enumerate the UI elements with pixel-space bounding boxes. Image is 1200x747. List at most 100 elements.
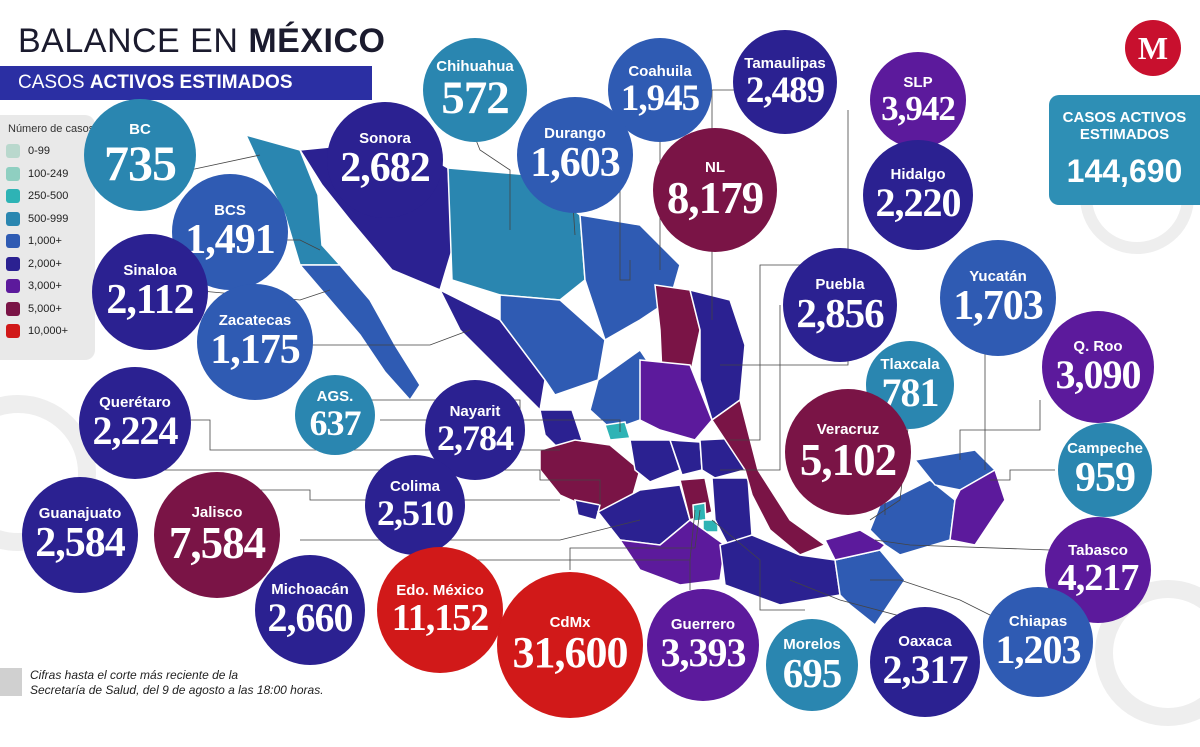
map-puebla (711, 477, 753, 546)
state-name: Guanajuato (38, 505, 122, 522)
state-bubble: Guerrero 3,393 (647, 589, 759, 701)
footnote-line-2: Secretaría de Salud, del 9 de agosto a l… (30, 683, 324, 697)
footnote-line-1: Cifras hasta el corte más reciente de la (30, 668, 239, 682)
state-name: Durango (544, 125, 606, 142)
state-name: Puebla (815, 275, 865, 293)
state-bubble: Oaxaca 2,317 (870, 607, 980, 717)
state-value: 572 (441, 71, 509, 124)
legend-swatch (6, 301, 20, 316)
map-colima (574, 499, 601, 521)
state-bubble: Sinaloa 2,112 (92, 234, 208, 350)
state-value: 2,112 (106, 277, 194, 323)
state-value: 637 (309, 403, 362, 443)
legend-label: 3,000+ (28, 280, 62, 293)
state-name: Michoacán (271, 581, 349, 598)
map-morelos (702, 519, 719, 533)
legend-items: 0-99 100-249 250-500 500-999 1,000+ 2,000+ 3,0… (0, 140, 95, 343)
state-bubble: BC 735 (84, 99, 196, 211)
state-value: 7,584 (168, 517, 266, 568)
state-name: Morelos (783, 635, 841, 653)
map-ags (604, 421, 631, 441)
state-value: 959 (1075, 455, 1136, 501)
state-value: 2,510 (377, 493, 454, 533)
legend-swatch (6, 256, 20, 271)
state-bubble: Nayarit 2,784 (425, 380, 525, 480)
legend-item: 3,000+ (0, 275, 95, 298)
map-guanajuato (629, 439, 681, 483)
legend-title: Número de casos (8, 123, 95, 135)
state-name: NL (705, 158, 725, 176)
state-name: Zacatecas (218, 312, 292, 329)
state-bubble: Morelos 695 (766, 619, 858, 711)
legend-swatch (6, 234, 20, 249)
state-value: 1,703 (953, 283, 1043, 329)
page-subtitle: CASOS ACTIVOS ESTIMADOS (0, 66, 372, 100)
legend-item: 500-999 (0, 208, 95, 231)
state-name: Querétaro (99, 394, 171, 411)
legend-label: 5,000+ (28, 302, 62, 315)
state-bubble: Q. Roo 3,090 (1042, 311, 1154, 423)
legend-swatch (6, 324, 20, 339)
state-bubble: Guanajuato 2,584 (22, 477, 138, 593)
footnote-marker (0, 668, 22, 696)
footnote: Cifras hasta el corte más reciente de la… (30, 668, 324, 698)
legend-label: 2,000+ (28, 257, 62, 270)
state-bubble: Colima 2,510 (365, 455, 465, 555)
legend-item: 1,000+ (0, 230, 95, 253)
legend-item: 10,000+ (0, 320, 95, 343)
state-bubble: Edo. México 11,152 (377, 547, 503, 673)
legend-label: 500-999 (28, 212, 69, 225)
state-value: 2,489 (745, 69, 825, 111)
state-name: Jalisco (191, 503, 243, 521)
state-name: Chiapas (1008, 613, 1068, 630)
state-name: Veracruz (816, 420, 880, 438)
state-bubble: Tamaulipas 2,489 (733, 30, 837, 134)
state-value: 2,784 (437, 418, 514, 458)
state-value: 4,217 (1057, 557, 1139, 599)
state-value: 1,203 (995, 627, 1082, 672)
map-qroo (949, 468, 1006, 546)
page-title: BALANCE EN MÉXICO (18, 22, 385, 61)
state-value: 1,603 (530, 140, 620, 186)
page-subtitle-regular: CASOS (18, 72, 85, 93)
legend-swatch (6, 211, 20, 226)
state-bubble: Chiapas 1,203 (983, 587, 1093, 697)
legend-item: 250-500 (0, 185, 95, 208)
state-bubble: Sonora 2,682 (327, 102, 443, 218)
state-bubble: Durango 1,603 (517, 97, 633, 213)
map-durango (499, 294, 606, 396)
state-bubble: Querétaro 2,224 (79, 367, 191, 479)
state-value: 3,393 (660, 630, 747, 675)
state-name: Nayarit (449, 403, 501, 420)
state-name: Guerrero (670, 616, 736, 633)
page-subtitle-bold: ACTIVOS ESTIMADOS (89, 72, 293, 93)
state-name: BCS (214, 202, 246, 219)
legend-item: 5,000+ (0, 298, 95, 321)
state-value: 735 (104, 135, 177, 191)
legend-label: 10,000+ (28, 325, 69, 338)
state-bubble: CdMx 31,600 (497, 572, 643, 718)
legend-item: 2,000+ (0, 253, 95, 276)
state-value: 2,682 (340, 145, 430, 191)
state-name: Chihuahua (436, 57, 514, 75)
state-bubble: Campeche 959 (1058, 423, 1152, 517)
legend-swatch (6, 166, 20, 181)
state-bubble: SLP 3,942 (870, 52, 966, 148)
legend-label: 250-500 (28, 190, 69, 203)
total-box: CASOS ACTIVOS ESTIMADOS 144,690 (1049, 95, 1200, 205)
state-bubble: Veracruz 5,102 (785, 389, 911, 515)
state-bubble: Yucatán 1,703 (940, 240, 1056, 356)
legend-label: 0-99 (28, 145, 51, 158)
page-title-bold: MÉXICO (248, 22, 386, 60)
state-value: 695 (782, 649, 842, 696)
legend-swatch (6, 144, 20, 159)
state-name: Tabasco (1068, 542, 1128, 559)
state-bubble: Hidalgo 2,220 (863, 140, 973, 250)
state-name: AGS. (316, 388, 354, 405)
state-value: 2,224 (92, 408, 179, 453)
total-value: 144,690 (1066, 153, 1183, 189)
state-bubble: NL 8,179 (653, 128, 777, 252)
state-value: 2,856 (796, 289, 884, 336)
state-bubble: Puebla 2,856 (783, 248, 897, 362)
legend-swatch (6, 279, 20, 294)
